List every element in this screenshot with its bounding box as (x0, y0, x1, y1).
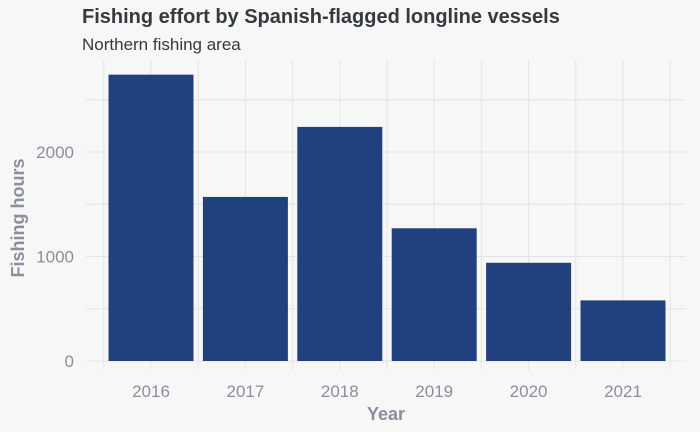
x-axis-title: Year (367, 404, 405, 424)
x-tick-label: 2016 (132, 382, 170, 401)
bar-2017 (202, 196, 288, 361)
y-tick-label: 2000 (36, 143, 74, 162)
bars (108, 74, 666, 362)
chart-subtitle: Northern fishing area (82, 35, 241, 54)
y-tick-label: 0 (65, 352, 74, 371)
x-tick-label: 2018 (321, 382, 359, 401)
x-tick-label: 2017 (226, 382, 264, 401)
x-tick-label: 2020 (510, 382, 548, 401)
bar-2019 (391, 228, 477, 361)
bar-2016 (108, 74, 194, 362)
y-axis-title: Fishing hours (8, 159, 28, 278)
y-tick-label: 1000 (36, 248, 74, 267)
x-tick-label: 2021 (604, 382, 642, 401)
bar-2021 (580, 300, 666, 361)
bar-2020 (486, 262, 572, 361)
chart-title: Fishing effort by Spanish-flagged longli… (82, 6, 560, 28)
bar-2018 (297, 126, 383, 361)
x-tick-label: 2019 (415, 382, 453, 401)
x-tick-labels: 2016 2017 2018 2019 2020 2021 (132, 382, 642, 401)
y-tick-labels: 0 1000 2000 (36, 143, 74, 371)
